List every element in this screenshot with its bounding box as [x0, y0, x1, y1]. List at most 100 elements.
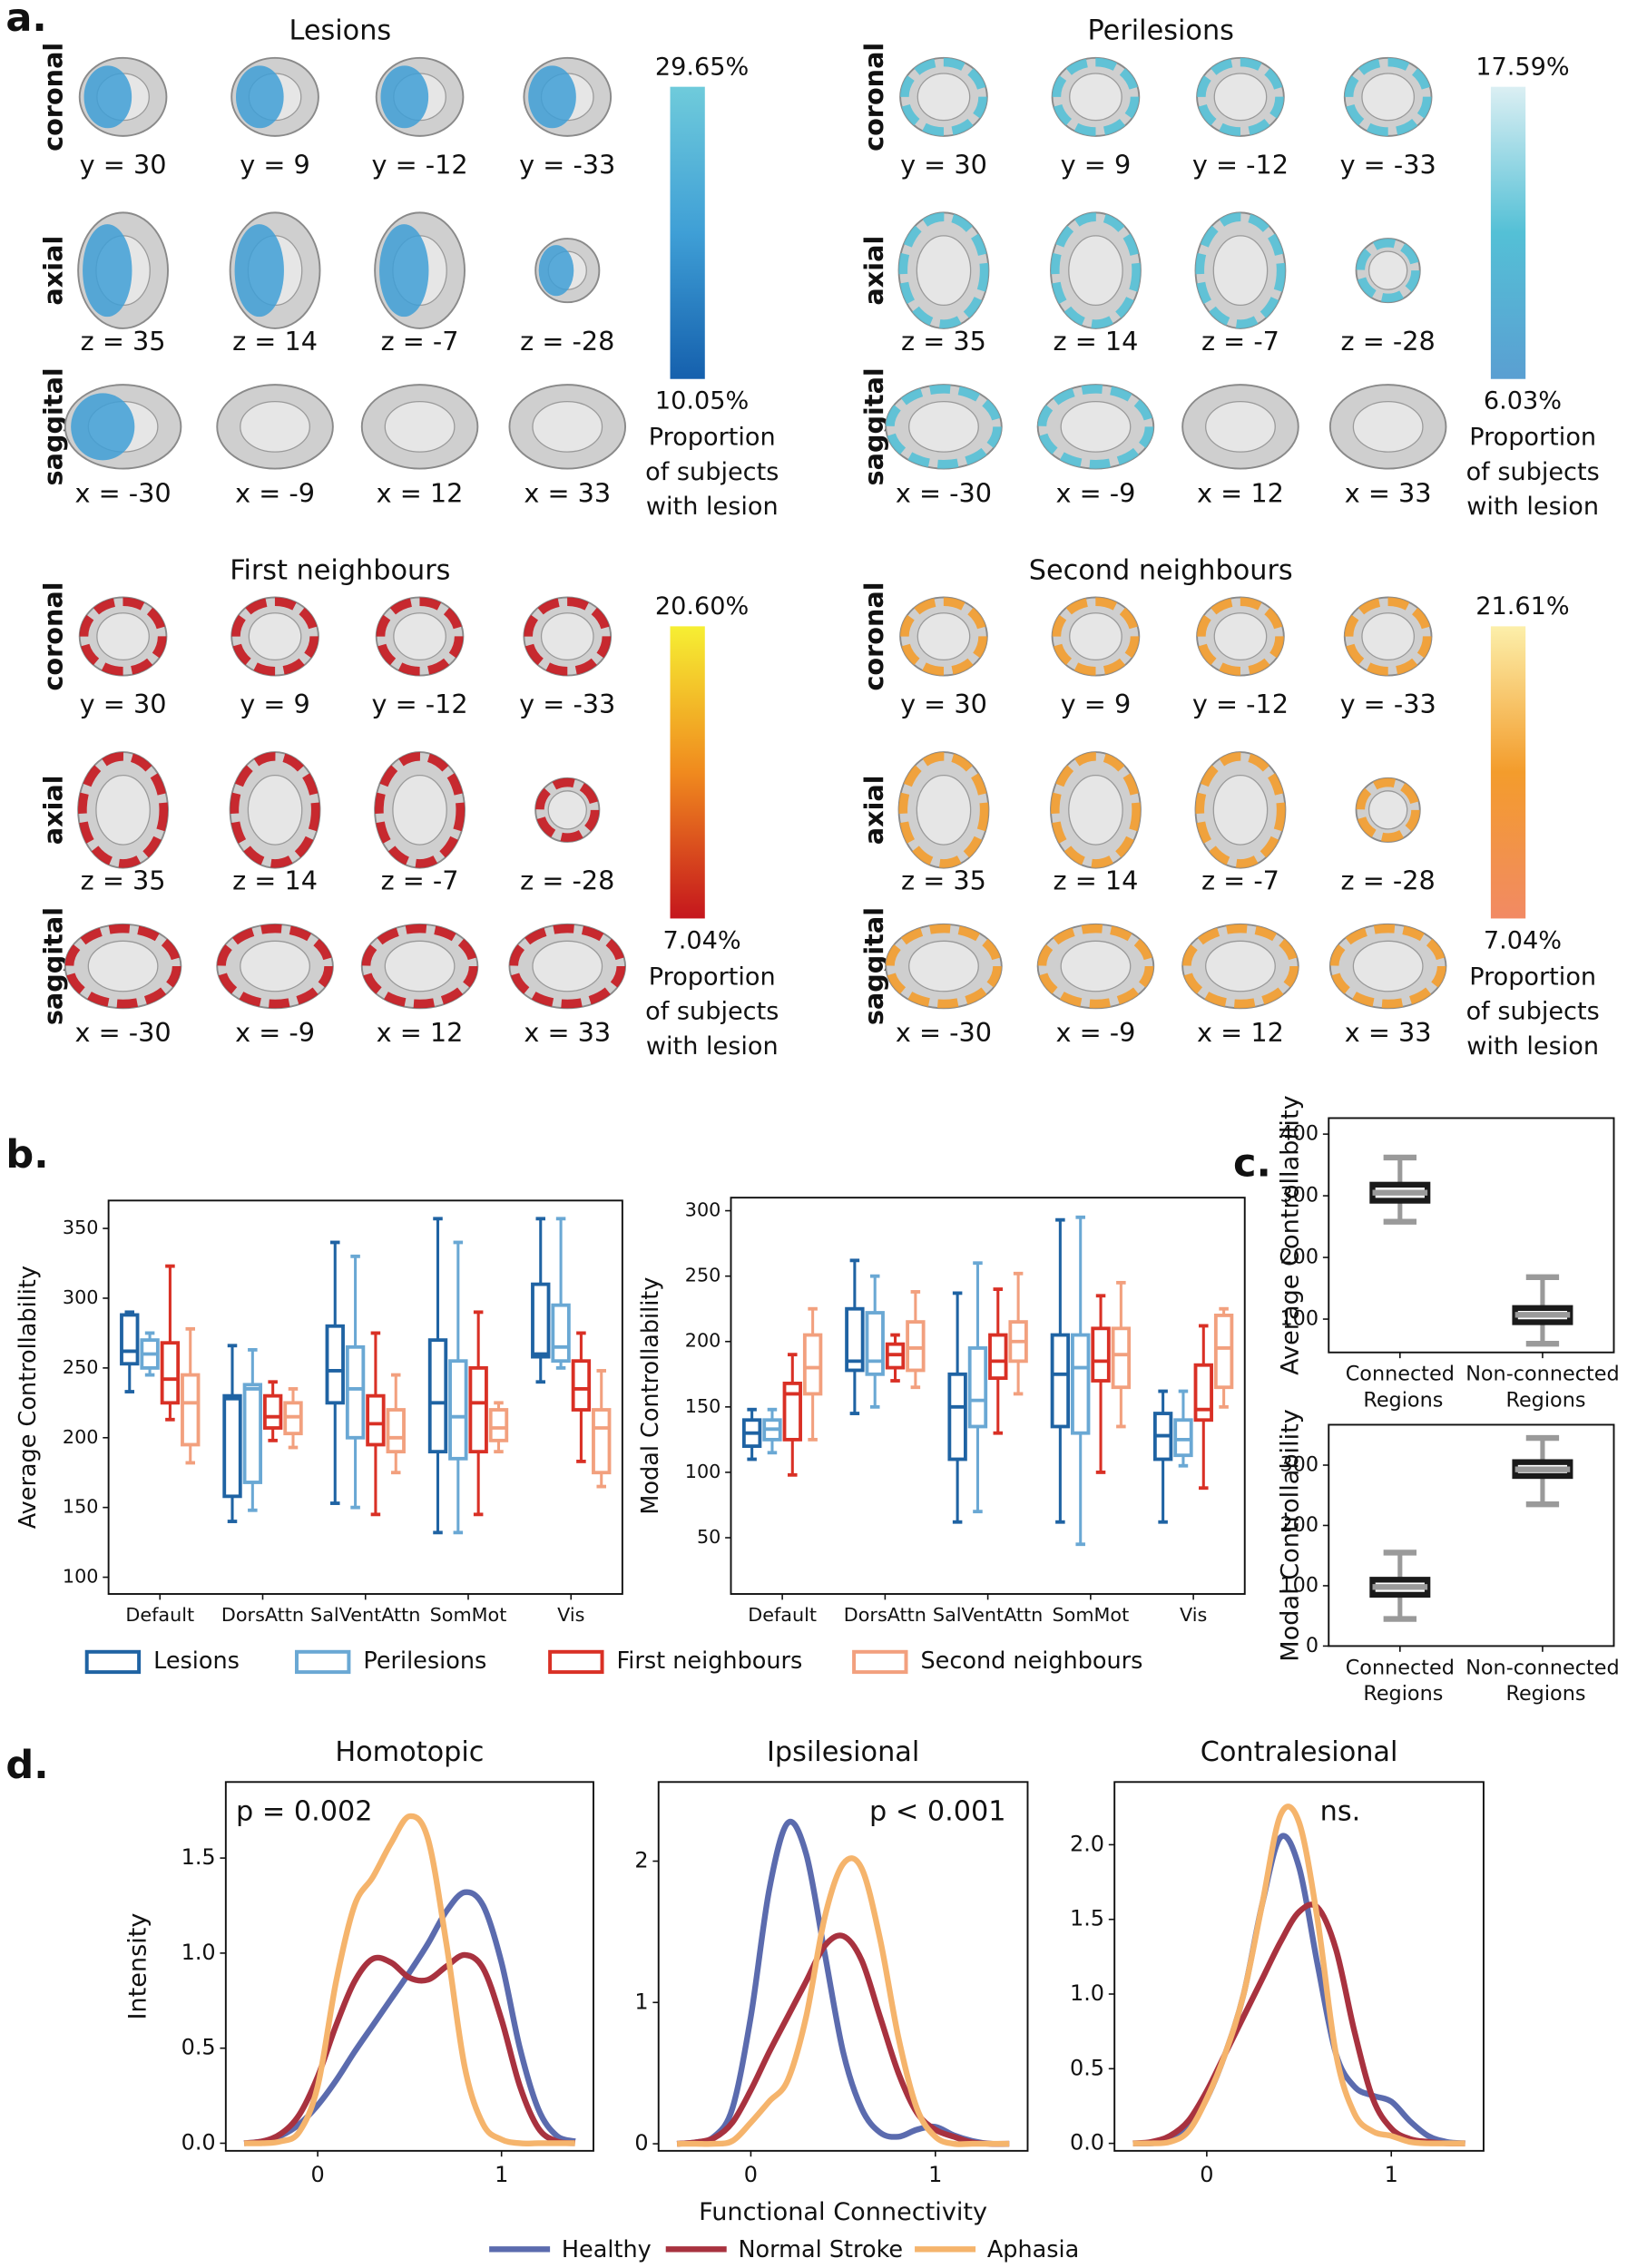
axes-frame — [107, 1199, 623, 1595]
colorbar-min: 7.04% — [663, 926, 741, 954]
slice-label: x = -9 — [235, 477, 315, 508]
box — [448, 1359, 468, 1461]
region-overlay — [1051, 212, 1141, 328]
density-line — [244, 1813, 575, 2146]
region-overlay — [1051, 752, 1141, 868]
box — [1050, 1333, 1071, 1429]
view-label: coronal — [38, 582, 69, 690]
colorbar-label: of subjects — [645, 458, 779, 486]
colorbar-max: 17.59% — [1475, 53, 1569, 81]
annotation: p < 0.001 — [869, 1795, 1006, 1827]
view-label: axial — [38, 775, 69, 845]
colorbar — [1490, 626, 1526, 919]
box — [222, 1393, 242, 1499]
x-tick-label: SomMot — [1053, 1604, 1130, 1626]
legend-label: Second neighbours — [920, 1647, 1142, 1675]
lesion-overlay — [538, 245, 574, 297]
x-tick-label: DorsAttn — [844, 1604, 926, 1626]
slice-label: y = -33 — [519, 149, 615, 180]
box — [427, 1338, 448, 1454]
box — [592, 1408, 612, 1475]
axes-frame — [1328, 1117, 1615, 1354]
brain-inner — [1068, 774, 1123, 846]
lesion-overlay — [71, 393, 135, 461]
view-label: saggital — [38, 907, 69, 1025]
colorbar-max: 29.65% — [655, 53, 749, 81]
colorbar-min: 10.05% — [655, 387, 749, 415]
y-axis-label: Intensity — [124, 1913, 152, 2020]
colorbar-label: of subjects — [645, 998, 779, 1026]
axes-frame — [1328, 1423, 1615, 1647]
y-tick-label: 350 — [63, 1217, 99, 1238]
region-overlay — [1037, 385, 1154, 469]
density-line — [676, 1932, 1010, 2147]
slice-label: y = -33 — [1340, 689, 1436, 719]
region-overlay — [1052, 597, 1140, 676]
box — [1193, 1363, 1213, 1422]
box — [551, 1303, 571, 1364]
panel-label: d. — [5, 1743, 48, 1788]
x-tick-label: 1 — [1385, 2162, 1398, 2187]
region-overlay — [1344, 57, 1432, 136]
lesion-overlay — [528, 65, 576, 129]
slice-label: z = -28 — [1341, 326, 1436, 357]
y-tick-label: 150 — [63, 1496, 99, 1518]
slice-label: y = 9 — [240, 149, 310, 180]
slice-label: z = -7 — [381, 865, 459, 896]
slice-label: z = -28 — [520, 865, 614, 896]
view-label: coronal — [858, 43, 889, 152]
brain-inner — [95, 774, 151, 846]
y-tick-label: 0 — [634, 2130, 648, 2156]
y-tick-label: 100 — [63, 1566, 99, 1588]
y-tick-label: 1 — [634, 1989, 648, 2014]
colorbar-max: 20.60% — [655, 592, 749, 621]
colorbar-label: with lesion — [1466, 1032, 1599, 1061]
slice-label: z = -28 — [520, 326, 614, 357]
brain-inner — [1361, 73, 1416, 122]
slice-label: y = 9 — [240, 689, 310, 719]
brain-inner — [908, 940, 979, 992]
colorbar — [670, 626, 705, 919]
y-tick-label: 100 — [685, 1461, 721, 1482]
view-label: saggital — [858, 907, 889, 1025]
slice-label: x = -9 — [235, 1017, 315, 1048]
lesion-overlay — [83, 224, 132, 318]
y-tick-label: 300 — [63, 1286, 99, 1308]
annotation: ns. — [1320, 1795, 1361, 1827]
lesion-overlay — [83, 65, 132, 129]
slice-label: z = -7 — [381, 326, 459, 357]
view-label: axial — [38, 236, 69, 306]
brain-inner — [393, 612, 446, 660]
brain-inner — [384, 940, 456, 992]
colorbar-label: of subjects — [1466, 998, 1600, 1026]
colorbar-label: Proportion — [1469, 963, 1596, 991]
brain-inner — [1352, 940, 1424, 992]
region-overlay — [509, 924, 626, 1009]
x-tick-label: 0 — [311, 2162, 325, 2187]
view-label: axial — [858, 775, 889, 845]
slice-label: z = 35 — [81, 326, 166, 357]
colorbar-label: of subjects — [1466, 458, 1600, 486]
lesion-overlay — [235, 65, 284, 129]
axes-frame — [224, 1781, 594, 2152]
region-overlay — [900, 57, 987, 136]
y-axis-label: Modal Controllability — [1276, 1409, 1304, 1662]
x-tick-label: Non-connected Regions — [1465, 1656, 1619, 1706]
y-tick-label: 1.5 — [181, 1844, 216, 1870]
legend-label: Normal Stroke — [738, 2236, 903, 2263]
density-line — [677, 1855, 1010, 2147]
region-overlay — [1195, 212, 1286, 328]
legend-label: First neighbours — [616, 1647, 802, 1675]
legend-swatch — [852, 1649, 908, 1675]
box — [845, 1306, 865, 1373]
box — [468, 1365, 488, 1454]
brain-inner — [240, 940, 310, 992]
density-line — [243, 1889, 576, 2146]
colorbar-label: with lesion — [646, 1032, 779, 1061]
legend-label: Lesions — [153, 1647, 240, 1675]
legend-swatch — [294, 1649, 351, 1675]
slice-label: x = -30 — [75, 1017, 172, 1048]
box — [160, 1341, 181, 1405]
y-tick-label: 0.0 — [1070, 2130, 1104, 2156]
brain-inner — [1069, 73, 1122, 122]
